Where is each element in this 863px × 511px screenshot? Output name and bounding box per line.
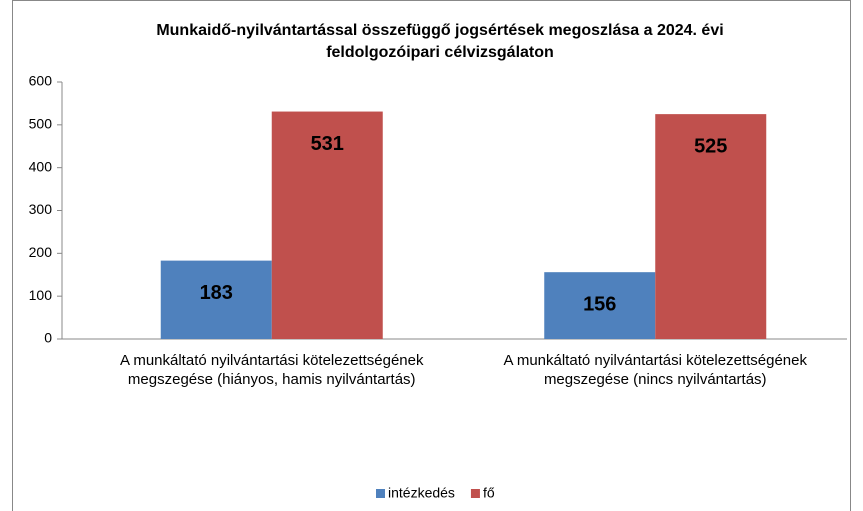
bar xyxy=(544,272,656,339)
value-label: 183 xyxy=(200,282,233,304)
value-label: 156 xyxy=(583,293,616,315)
chart-title: Munkaidő-nyilvántartással összefüggő jog… xyxy=(156,22,724,61)
y-tick-label: 200 xyxy=(29,244,53,260)
bar xyxy=(655,114,767,339)
y-tick-label: 300 xyxy=(29,201,53,217)
y-tick-label: 100 xyxy=(29,287,53,303)
legend-swatch xyxy=(470,489,480,498)
value-label: 531 xyxy=(311,133,344,155)
legend-swatch xyxy=(376,489,385,498)
y-tick-label: 0 xyxy=(44,330,52,346)
legend-label: intézkedés xyxy=(388,485,455,501)
x-tick-label: A munkáltató nyilvántartási kötelezettsé… xyxy=(503,352,807,388)
y-tick-label: 400 xyxy=(29,158,53,174)
y-tick-label: 600 xyxy=(29,73,53,89)
x-tick-label: A munkáltató nyilvántartási kötelezettsé… xyxy=(119,352,424,388)
value-label: 525 xyxy=(694,135,727,157)
bar xyxy=(271,111,383,340)
y-tick-label: 500 xyxy=(29,116,53,132)
bar xyxy=(160,260,272,339)
legend-label: fő xyxy=(483,485,495,501)
